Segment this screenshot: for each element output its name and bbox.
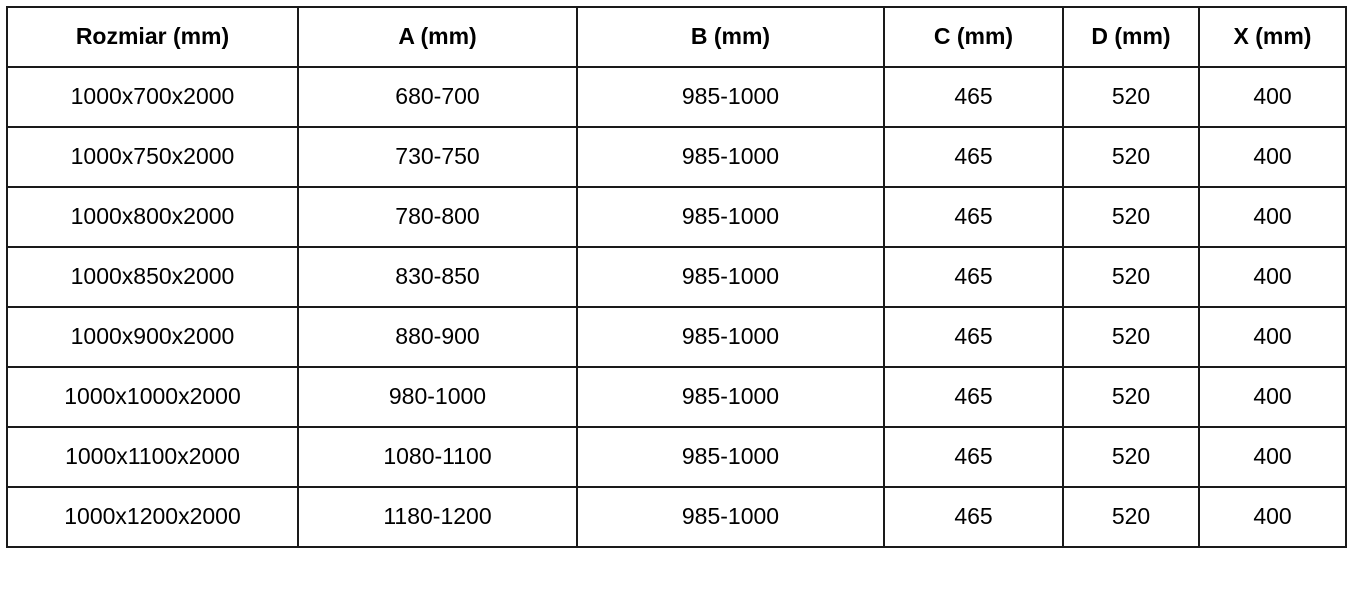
cell-d: 520 <box>1062 246 1200 308</box>
cell-size: 1000x1100x2000 <box>6 426 299 488</box>
cell-size: 1000x1000x2000 <box>6 366 299 428</box>
cell-size: 1000x900x2000 <box>6 306 299 368</box>
cell-c: 465 <box>883 366 1064 428</box>
cell-a: 730-750 <box>297 126 578 188</box>
table-header-row: Rozmiar (mm) A (mm) B (mm) C (mm) D (mm)… <box>6 6 1347 68</box>
table-body: 1000x700x2000 680-700 985-1000 465 520 4… <box>6 66 1347 548</box>
table-row: 1000x1000x2000 980-1000 985-1000 465 520… <box>6 366 1347 428</box>
cell-size: 1000x1200x2000 <box>6 486 299 548</box>
cell-x: 400 <box>1198 486 1347 548</box>
cell-b: 985-1000 <box>576 306 885 368</box>
column-header-b: B (mm) <box>576 6 885 68</box>
cell-size: 1000x700x2000 <box>6 66 299 128</box>
cell-d: 520 <box>1062 366 1200 428</box>
cell-d: 520 <box>1062 126 1200 188</box>
cell-a: 1180-1200 <box>297 486 578 548</box>
cell-x: 400 <box>1198 306 1347 368</box>
cell-b: 985-1000 <box>576 246 885 308</box>
cell-d: 520 <box>1062 486 1200 548</box>
table-row: 1000x700x2000 680-700 985-1000 465 520 4… <box>6 66 1347 128</box>
table-row: 1000x1200x2000 1180-1200 985-1000 465 52… <box>6 486 1347 548</box>
column-header-x: X (mm) <box>1198 6 1347 68</box>
table-row: 1000x750x2000 730-750 985-1000 465 520 4… <box>6 126 1347 188</box>
table-row: 1000x900x2000 880-900 985-1000 465 520 4… <box>6 306 1347 368</box>
cell-x: 400 <box>1198 186 1347 248</box>
cell-d: 520 <box>1062 306 1200 368</box>
cell-size: 1000x800x2000 <box>6 186 299 248</box>
column-header-a: A (mm) <box>297 6 578 68</box>
cell-d: 520 <box>1062 186 1200 248</box>
cell-a: 880-900 <box>297 306 578 368</box>
cell-x: 400 <box>1198 246 1347 308</box>
cell-b: 985-1000 <box>576 66 885 128</box>
table-row: 1000x800x2000 780-800 985-1000 465 520 4… <box>6 186 1347 248</box>
cell-x: 400 <box>1198 366 1347 428</box>
cell-a: 780-800 <box>297 186 578 248</box>
cell-c: 465 <box>883 66 1064 128</box>
cell-c: 465 <box>883 486 1064 548</box>
cell-c: 465 <box>883 306 1064 368</box>
table-header: Rozmiar (mm) A (mm) B (mm) C (mm) D (mm)… <box>6 6 1347 68</box>
cell-x: 400 <box>1198 426 1347 488</box>
cell-b: 985-1000 <box>576 426 885 488</box>
specification-table-container: Rozmiar (mm) A (mm) B (mm) C (mm) D (mm)… <box>6 6 1347 548</box>
cell-a: 980-1000 <box>297 366 578 428</box>
cell-x: 400 <box>1198 126 1347 188</box>
cell-d: 520 <box>1062 426 1200 488</box>
cell-size: 1000x750x2000 <box>6 126 299 188</box>
column-header-c: C (mm) <box>883 6 1064 68</box>
cell-a: 830-850 <box>297 246 578 308</box>
cell-c: 465 <box>883 426 1064 488</box>
table-row: 1000x1100x2000 1080-1100 985-1000 465 52… <box>6 426 1347 488</box>
cell-c: 465 <box>883 126 1064 188</box>
cell-a: 680-700 <box>297 66 578 128</box>
column-header-d: D (mm) <box>1062 6 1200 68</box>
cell-x: 400 <box>1198 66 1347 128</box>
specification-table: Rozmiar (mm) A (mm) B (mm) C (mm) D (mm)… <box>6 6 1347 548</box>
cell-size: 1000x850x2000 <box>6 246 299 308</box>
cell-b: 985-1000 <box>576 486 885 548</box>
cell-a: 1080-1100 <box>297 426 578 488</box>
cell-c: 465 <box>883 246 1064 308</box>
cell-d: 520 <box>1062 66 1200 128</box>
cell-b: 985-1000 <box>576 366 885 428</box>
cell-c: 465 <box>883 186 1064 248</box>
column-header-size: Rozmiar (mm) <box>6 6 299 68</box>
cell-b: 985-1000 <box>576 126 885 188</box>
cell-b: 985-1000 <box>576 186 885 248</box>
table-row: 1000x850x2000 830-850 985-1000 465 520 4… <box>6 246 1347 308</box>
